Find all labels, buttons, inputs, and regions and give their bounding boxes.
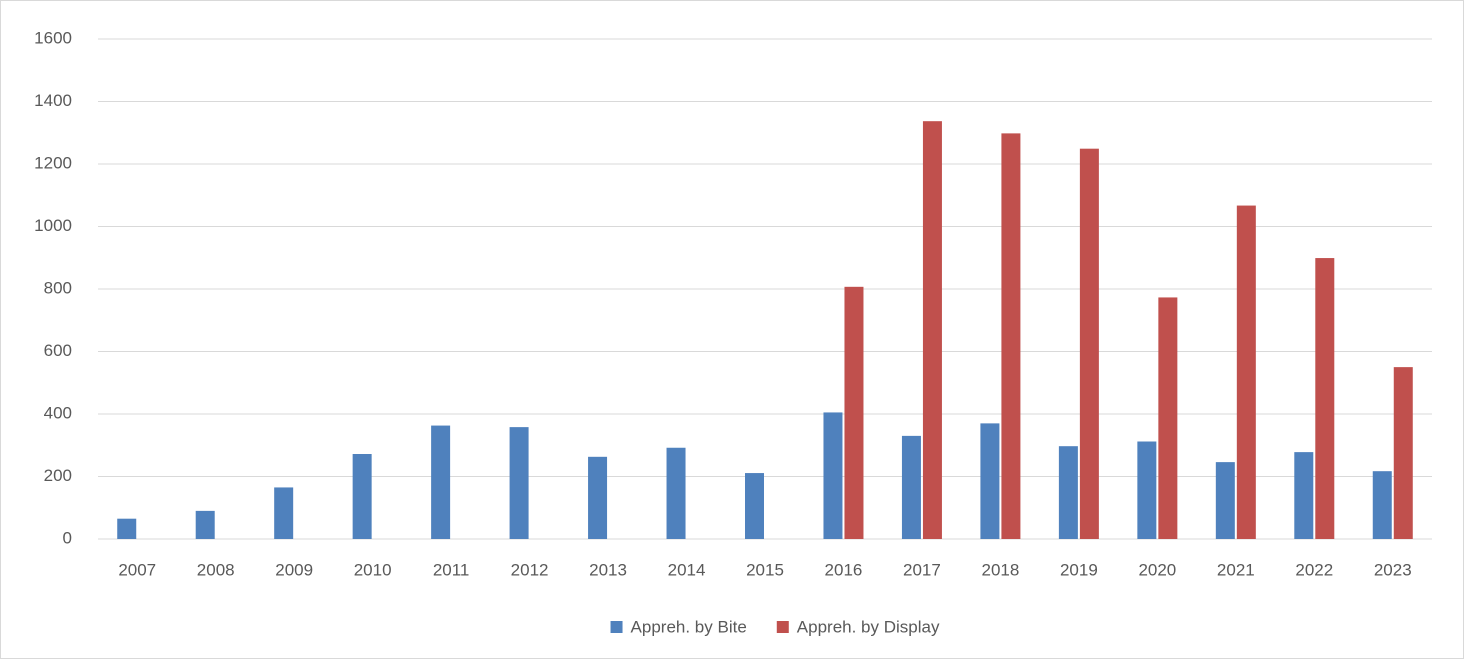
bar [980, 423, 1000, 539]
x-tick-label: 2022 [1295, 560, 1333, 579]
bar [1215, 462, 1235, 539]
x-tick-label: 2016 [825, 560, 863, 579]
bar [1236, 205, 1256, 539]
bar [1001, 133, 1021, 539]
y-tick-label: 400 [44, 403, 72, 422]
x-tick-label: 2009 [275, 560, 313, 579]
legend-swatch [610, 621, 623, 633]
bar [1079, 148, 1099, 539]
x-tick-label: 2007 [118, 560, 156, 579]
bar [823, 412, 843, 539]
bar [922, 121, 942, 539]
bar [745, 473, 764, 539]
bar [1058, 446, 1078, 539]
x-tick-label: 2008 [197, 560, 235, 579]
x-tick-label: 2013 [589, 560, 627, 579]
legend-label: Appreh. by Display [797, 617, 940, 636]
x-tick-label: 2017 [903, 560, 941, 579]
bar [1137, 441, 1157, 539]
x-tick-label: 2014 [668, 560, 706, 579]
y-tick-label: 1400 [34, 91, 72, 110]
x-tick-label: 2011 [433, 560, 470, 579]
y-tick-label: 600 [44, 341, 72, 360]
y-tick-label: 200 [44, 466, 72, 485]
x-tick-label: 2010 [354, 560, 392, 579]
bar [1315, 258, 1335, 539]
x-tick-label: 2018 [981, 560, 1019, 579]
bar [195, 510, 215, 539]
y-tick-label: 1600 [34, 28, 72, 47]
bar [1372, 471, 1392, 539]
bar [1294, 452, 1314, 539]
bar [117, 518, 137, 539]
y-tick-label: 1200 [34, 153, 72, 172]
bar [352, 454, 372, 539]
legend-swatch [776, 621, 789, 633]
x-tick-label: 2023 [1374, 560, 1412, 579]
y-tick-label: 0 [63, 528, 72, 547]
bar [901, 435, 921, 539]
y-tick-label: 1000 [34, 216, 72, 235]
x-tick-label: 2015 [746, 560, 784, 579]
bar [274, 487, 294, 539]
x-tick-label: 2021 [1217, 560, 1255, 579]
y-tick-label: 800 [44, 278, 72, 297]
bar [666, 447, 686, 539]
bar [588, 456, 608, 539]
x-tick-label: 2012 [511, 560, 549, 579]
bar [844, 286, 864, 539]
x-tick-label: 2019 [1060, 560, 1098, 579]
legend-label: Appreh. by Bite [631, 617, 747, 636]
bar [431, 425, 451, 539]
bar [1158, 297, 1178, 539]
bar [509, 427, 529, 539]
bar [1393, 367, 1413, 539]
x-tick-label: 2020 [1138, 560, 1176, 579]
